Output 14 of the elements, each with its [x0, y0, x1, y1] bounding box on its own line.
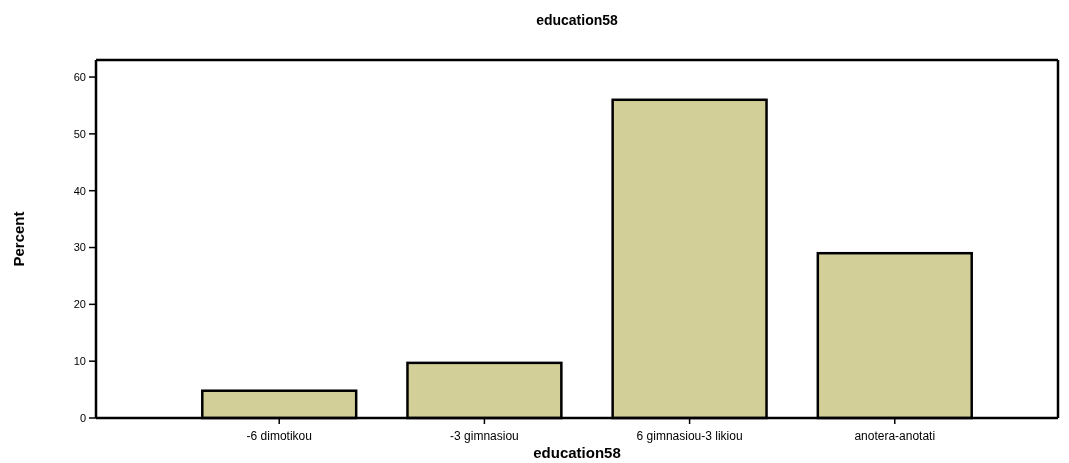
x-tick-label: -3 gimnasiou	[450, 429, 519, 443]
y-tick-label: 10	[73, 355, 86, 368]
x-tick-label: anotera-anotati	[854, 429, 936, 443]
y-tick-label: 20	[73, 298, 86, 311]
x-tick-label: 6 gimnasiou-3 likiou	[636, 429, 743, 443]
y-tick-label: 30	[73, 241, 86, 254]
y-tick-label: 50	[73, 127, 86, 140]
y-tick-label: 0	[79, 411, 86, 424]
chart-title: education58	[536, 12, 619, 28]
y-tick-label: 40	[73, 184, 86, 197]
x-tick-label: -6 dimotikou	[246, 429, 312, 443]
y-axis-title: Percent	[10, 211, 27, 267]
x-axis-title: education58	[533, 444, 621, 461]
y-tick-label: 60	[73, 70, 86, 83]
